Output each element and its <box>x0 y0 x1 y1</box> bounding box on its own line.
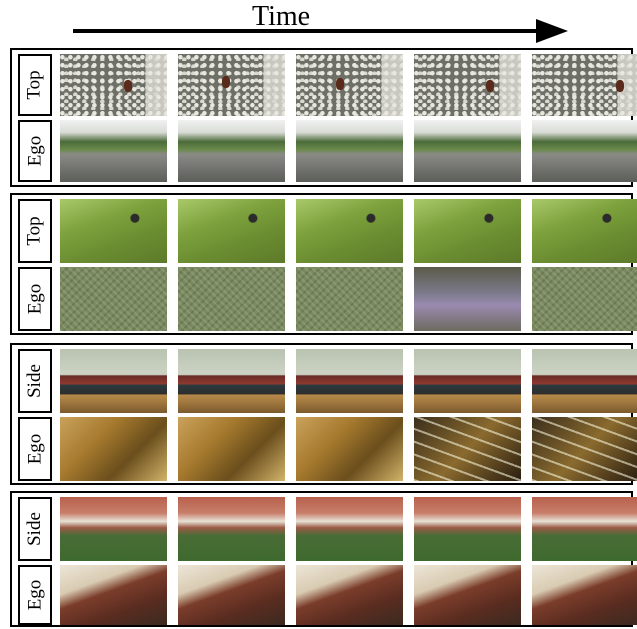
frame-image <box>296 349 403 413</box>
frame-image <box>414 199 521 263</box>
frame-image <box>414 54 521 116</box>
frame-image <box>296 54 403 116</box>
row-side-3: Side <box>18 349 637 413</box>
frame-image <box>296 565 403 625</box>
frame-image <box>532 349 637 413</box>
frame-image <box>296 267 403 331</box>
frame-image <box>60 267 167 331</box>
frame-image <box>178 349 285 413</box>
row-ego-4: Ego <box>18 565 637 625</box>
frame-image <box>178 120 285 182</box>
frame-image <box>414 349 521 413</box>
sequence-group-4: Side Ego <box>10 491 637 627</box>
frame-image <box>532 120 637 182</box>
frame-image <box>60 199 167 263</box>
frame-image <box>414 497 521 561</box>
frame-image <box>60 497 167 561</box>
frame-image <box>60 349 167 413</box>
frame-image <box>532 417 637 481</box>
frame-image <box>60 565 167 625</box>
sequence-group-3: Side Ego <box>10 343 637 485</box>
frame-image <box>178 199 285 263</box>
frame-image <box>60 54 167 116</box>
frame-image <box>178 497 285 561</box>
frame-image <box>532 267 637 331</box>
row-label: Side <box>18 349 52 413</box>
row-ego-1: Ego <box>18 120 637 182</box>
frame-image <box>414 417 521 481</box>
frame-image <box>178 267 285 331</box>
row-top-2: Top <box>18 199 637 263</box>
row-label: Side <box>18 497 52 561</box>
time-arrow-head <box>536 19 568 43</box>
frame-image <box>296 199 403 263</box>
frame-image <box>532 497 637 561</box>
row-label: Ego <box>18 267 52 331</box>
sequence-group-2: Top Ego <box>10 193 637 335</box>
row-label: Top <box>18 199 52 263</box>
frame-image <box>414 565 521 625</box>
row-label: Top <box>18 54 52 116</box>
frame-image <box>532 54 637 116</box>
sequence-group-1: Top Ego <box>10 48 637 187</box>
frame-image <box>532 199 637 263</box>
frame-image <box>60 120 167 182</box>
frame-image <box>60 417 167 481</box>
row-label: Ego <box>18 120 52 182</box>
row-side-4: Side <box>18 497 637 561</box>
frame-image <box>296 497 403 561</box>
frame-image <box>532 565 637 625</box>
frame-image <box>414 120 521 182</box>
row-label: Ego <box>18 417 52 481</box>
frame-image <box>178 565 285 625</box>
time-arrow-line <box>73 29 541 33</box>
frame-image <box>296 120 403 182</box>
frame-image <box>414 267 521 331</box>
row-label: Ego <box>18 565 52 625</box>
row-ego-2: Ego <box>18 267 637 331</box>
frame-image <box>178 54 285 116</box>
row-top-1: Top <box>18 54 637 116</box>
time-label: Time <box>252 1 311 32</box>
frame-image <box>296 417 403 481</box>
frame-image <box>178 417 285 481</box>
row-ego-3: Ego <box>18 417 637 481</box>
